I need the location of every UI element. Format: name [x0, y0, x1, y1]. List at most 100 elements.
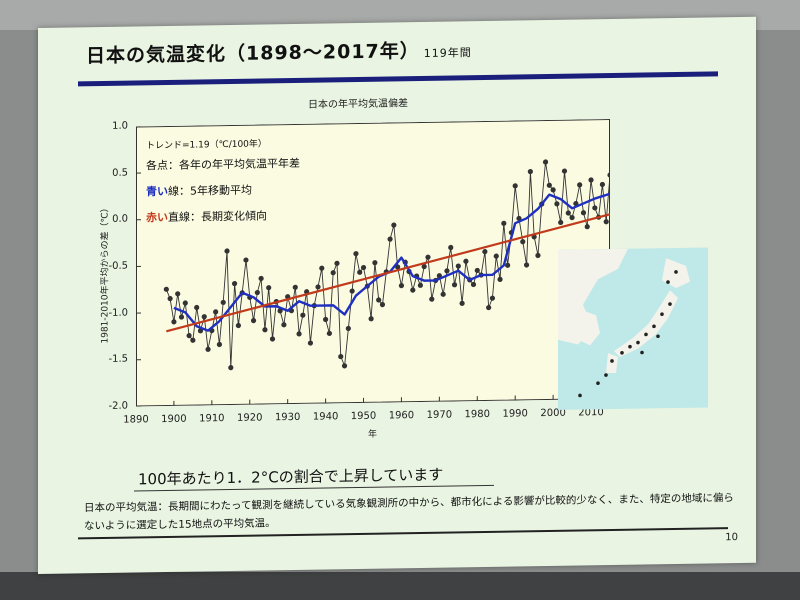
x-tick-label: 1990 — [502, 408, 528, 420]
annual-anomaly-point — [417, 282, 423, 288]
annual-anomaly-point — [584, 224, 590, 230]
x-tick-label: 1890 — [123, 414, 149, 426]
annual-anomaly-point — [425, 254, 431, 260]
annual-anomaly-point — [190, 337, 196, 343]
annual-anomaly-point — [258, 275, 264, 282]
annual-anomaly-point — [569, 215, 575, 221]
legend-trend-line: 赤い直線：長期変化傾向 — [146, 207, 300, 225]
annual-anomaly-point — [592, 205, 598, 211]
annual-anomaly-point — [353, 251, 359, 257]
title-underline-bar — [78, 71, 718, 87]
annual-anomaly-point — [281, 322, 287, 328]
annual-anomaly-point — [205, 346, 211, 352]
annual-anomaly-point — [463, 258, 469, 264]
annual-anomaly-point — [292, 284, 298, 290]
annual-anomaly-point — [486, 304, 492, 311]
legend-blue-word: 青い — [146, 184, 168, 199]
annual-anomaly-point — [398, 283, 405, 289]
annual-anomaly-point — [603, 219, 609, 225]
y-tick-label: -2.0 — [108, 400, 128, 412]
annual-anomaly-point — [296, 331, 302, 337]
annual-anomaly-point — [213, 309, 219, 315]
annual-anomaly-point — [542, 159, 549, 165]
annual-anomaly-point — [588, 177, 594, 183]
annual-anomaly-point — [323, 316, 329, 323]
annual-anomaly-point — [266, 285, 272, 291]
annual-anomaly-point — [448, 244, 454, 251]
annual-anomaly-point — [505, 262, 511, 268]
annual-anomaly-point — [444, 268, 450, 274]
annual-anomaly-point — [376, 297, 382, 303]
annual-anomaly-point — [326, 330, 332, 337]
annual-anomaly-point — [599, 181, 606, 188]
annual-anomaly-point — [497, 276, 503, 283]
annual-anomaly-point — [451, 282, 458, 288]
annual-anomaly-point — [561, 168, 568, 174]
annual-anomaly-point — [501, 220, 507, 226]
x-tick-label: 1940 — [312, 411, 339, 423]
annual-anomaly-point — [262, 327, 268, 333]
y-axis-label: 1981-2010年平均からの差（℃） — [100, 203, 111, 344]
legend-points: 各点：各年の年平均気温平年差 — [146, 156, 300, 173]
mainland-asia-shape — [558, 248, 628, 345]
annual-anomaly-point — [489, 295, 496, 301]
kyushu-shape — [606, 353, 618, 374]
annual-anomaly-point — [167, 295, 173, 302]
annual-anomaly-point — [410, 287, 416, 293]
x-tick-label: 1920 — [237, 412, 263, 424]
annual-anomaly-point — [186, 333, 192, 339]
annual-anomaly-point — [319, 265, 325, 271]
annual-anomaly-point — [269, 336, 276, 342]
japan-station-map — [558, 247, 708, 410]
annual-anomaly-point — [368, 316, 374, 322]
annual-anomaly-point — [558, 219, 564, 226]
annual-anomaly-point — [360, 264, 367, 271]
annual-anomaly-point — [345, 325, 351, 332]
x-tick-label: 1960 — [388, 410, 415, 422]
annual-anomaly-point — [512, 183, 518, 189]
annual-anomaly-point — [474, 267, 480, 274]
annual-anomaly-point — [580, 210, 587, 216]
annual-anomaly-point — [243, 257, 249, 263]
japan-map-graphic — [558, 248, 690, 398]
annual-anomaly-point — [429, 296, 435, 302]
annual-anomaly-point — [175, 291, 181, 297]
slide-title-main: 日本の気温変化（1898〜2017年） — [86, 40, 420, 68]
annual-anomaly-point — [182, 300, 188, 306]
annual-anomaly-point — [341, 363, 348, 369]
x-tick-label: 1970 — [426, 409, 453, 421]
annual-anomaly-point — [391, 222, 397, 228]
korean-peninsula-shape — [576, 309, 600, 346]
temperature-chart — [136, 119, 610, 407]
annual-anomaly-point — [372, 260, 378, 266]
chart-title: 日本の年平均気温偏差 — [308, 98, 408, 111]
annual-anomaly-point — [235, 322, 241, 329]
legend-moving-average: 青い線：5年移動平均 — [146, 181, 300, 199]
annual-anomaly-point — [554, 201, 560, 207]
projection-room-floor — [0, 572, 800, 600]
annual-anomaly-point — [550, 187, 556, 193]
annual-anomaly-point — [493, 253, 499, 259]
annual-anomaly-point — [315, 284, 321, 290]
annual-anomaly-point — [387, 236, 393, 242]
y-tick-label: 0.5 — [112, 167, 128, 179]
trend-value-label: トレンド=1.19（℃/100年） — [146, 139, 267, 152]
annual-anomaly-point — [546, 182, 552, 188]
annual-anomaly-point — [459, 300, 465, 306]
annual-anomaly-point — [178, 314, 185, 320]
honshu-shape — [614, 290, 678, 357]
annual-anomaly-point — [440, 291, 446, 297]
annual-anomaly-point — [470, 281, 477, 288]
x-tick-label: 1900 — [161, 413, 187, 426]
y-tick-label: -1.5 — [108, 353, 128, 366]
plot-area — [136, 119, 610, 407]
y-tick-label: 1.0 — [112, 120, 128, 132]
annual-anomaly-point — [201, 314, 207, 320]
annual-anomaly-point — [171, 319, 177, 325]
annual-anomaly-point — [421, 263, 427, 270]
annual-anomaly-point — [349, 288, 355, 294]
annual-anomaly-point — [163, 286, 169, 292]
annual-anomaly-point — [228, 365, 234, 371]
annual-anomaly-point — [307, 340, 314, 346]
annual-anomaly-point — [194, 304, 200, 311]
